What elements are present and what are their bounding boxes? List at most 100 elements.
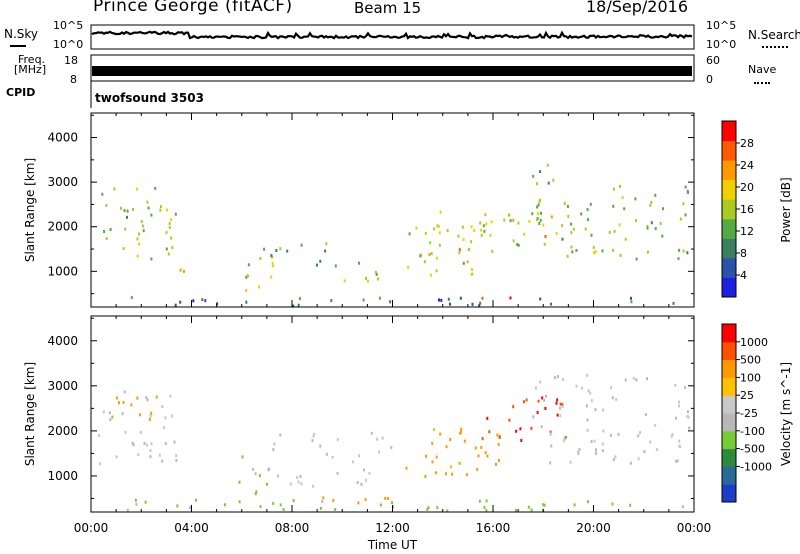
echo-cell <box>139 413 142 417</box>
echo-cell <box>536 182 539 186</box>
panel-frame <box>90 112 695 308</box>
echo-cell <box>154 186 157 190</box>
colorbar-segment <box>722 466 736 485</box>
colorbar-segment <box>722 218 736 239</box>
echo-cell <box>592 245 595 249</box>
echo-cell <box>176 504 179 508</box>
echo-cell <box>612 248 615 252</box>
echo-cell <box>149 449 152 453</box>
colorbar-tick-label: 25 <box>740 389 754 402</box>
echo-cell <box>586 208 589 212</box>
echo-cell <box>527 505 530 509</box>
echo-cell <box>357 501 360 505</box>
echo-cell <box>676 459 679 463</box>
echo-cell <box>550 444 553 448</box>
echo-cell <box>171 246 174 250</box>
echo-cell <box>635 219 638 223</box>
echo-cell <box>523 232 526 236</box>
colorbar-segment <box>722 359 736 378</box>
echo-cell <box>618 223 621 227</box>
x-tick-label: 00:00 <box>74 521 109 535</box>
echo-cell <box>429 273 432 277</box>
echo-cell <box>115 455 118 459</box>
echo-cell <box>391 501 393 505</box>
colorbar-segment <box>722 484 736 503</box>
echo-cell <box>498 436 501 439</box>
echo-cell <box>270 254 273 258</box>
echo-cell <box>686 251 689 255</box>
echo-cell <box>479 301 482 305</box>
echo-cell <box>175 454 178 458</box>
echo-cell <box>495 462 497 466</box>
echo-cell <box>389 300 392 304</box>
echo-cell <box>425 454 427 458</box>
echo-cell <box>460 427 463 431</box>
echo-cell <box>480 445 483 449</box>
echo-cell <box>123 209 126 213</box>
echo-cell <box>272 501 275 505</box>
echo-cell <box>471 302 474 306</box>
nave-label: Nave <box>748 63 777 76</box>
echo-cell <box>297 303 300 307</box>
colorbar-segment <box>722 341 736 361</box>
echo-cell <box>101 192 104 196</box>
y-tick-label: 2000 <box>47 220 78 234</box>
echo-cell <box>390 446 393 450</box>
echo-cell <box>593 439 596 443</box>
echo-cell <box>637 434 640 438</box>
echo-cell <box>376 437 379 441</box>
echo-cell <box>270 275 273 279</box>
echo-cell <box>542 223 545 227</box>
echo-cell <box>557 375 559 379</box>
echo-cell <box>105 204 108 207</box>
echo-cell <box>163 426 166 429</box>
echo-cell <box>277 474 279 478</box>
echo-cell <box>147 206 150 210</box>
echo-cell <box>431 460 434 464</box>
echo-cell <box>545 394 548 398</box>
echo-cell <box>686 189 689 193</box>
echo-cell <box>343 279 346 283</box>
echo-cell <box>118 401 120 405</box>
echo-cell <box>379 503 382 507</box>
echo-cell <box>324 249 327 253</box>
echo-cell <box>424 474 427 478</box>
echo-cell <box>534 386 537 390</box>
echo-cell <box>145 443 148 447</box>
echo-cell <box>352 460 355 464</box>
echo-cell <box>334 264 337 268</box>
freq-panel-frame <box>90 54 695 82</box>
echo-cell <box>330 299 333 303</box>
echo-cell <box>446 509 449 513</box>
echo-cell <box>150 257 153 261</box>
echo-cell <box>144 500 147 504</box>
echo-cell <box>245 289 248 292</box>
echo-cell <box>405 466 408 470</box>
echo-cell <box>589 202 592 206</box>
echo-cell <box>375 272 378 276</box>
noise-search-dots <box>762 46 788 48</box>
echo-cell <box>258 474 261 478</box>
echo-cell <box>241 455 244 459</box>
echo-cell <box>271 261 274 265</box>
freq-tick-low: 8 <box>70 73 77 86</box>
echo-cell <box>137 453 140 457</box>
echo-cell <box>367 279 369 283</box>
echo-cell <box>136 396 139 400</box>
echo-cell <box>686 415 689 418</box>
colorbar-segment <box>722 324 736 343</box>
echo-cell <box>559 402 562 406</box>
freq-label-line1: Freq. <box>18 53 46 66</box>
echo-cell <box>489 233 492 237</box>
colorbar-segment <box>722 238 736 259</box>
echo-cell <box>158 453 161 457</box>
echo-cell <box>188 506 191 510</box>
echo-cell <box>543 242 546 246</box>
echo-cell <box>258 285 261 289</box>
echo-cell <box>268 467 271 471</box>
echo-cell <box>671 433 674 436</box>
echo-cell <box>387 497 390 500</box>
echo-cell <box>608 230 611 234</box>
echo-cell <box>457 234 460 238</box>
beam-label: Beam 15 <box>354 0 422 17</box>
